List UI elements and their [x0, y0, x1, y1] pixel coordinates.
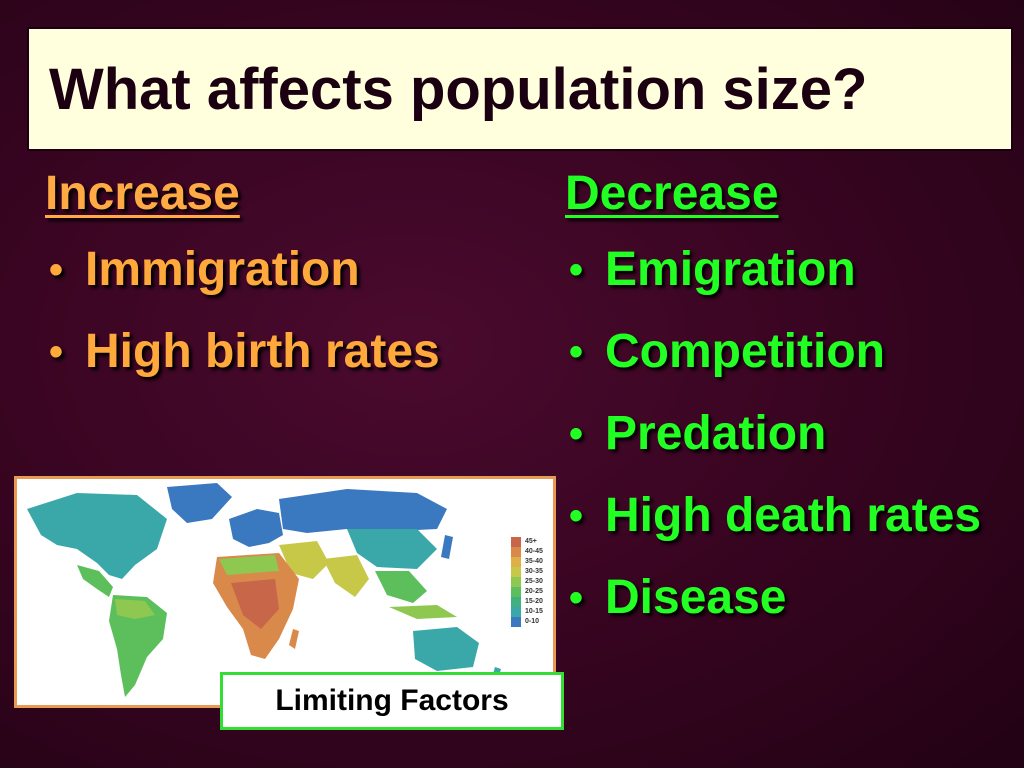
legend-swatch — [511, 617, 521, 627]
increase-heading: Increase — [45, 167, 240, 220]
legend-row: 15-20 — [511, 597, 543, 607]
decrease-list: • Emigration • Competition • Predation • Hig… — [565, 237, 1015, 631]
limiting-factors-label: Limiting Factors — [275, 684, 509, 717]
legend-label: 40-45 — [525, 548, 543, 555]
legend-row: 45+ — [511, 537, 543, 547]
bullet-icon: • — [569, 494, 584, 538]
map-region-greenland — [167, 483, 232, 523]
decrease-item-emigration: • Emigration — [565, 237, 1015, 303]
legend-label: 0-10 — [525, 618, 540, 625]
list-item-label: Competition — [605, 325, 885, 378]
legend-swatch — [511, 577, 521, 587]
increase-list: • Immigration • High birth rates — [45, 237, 515, 385]
limiting-factors-box: Limiting Factors — [220, 672, 564, 730]
legend-row: 0-10 — [511, 617, 543, 627]
legend-swatch — [511, 537, 521, 547]
map-region-southeast-asia — [375, 571, 427, 603]
list-item-label: Emigration — [605, 243, 856, 296]
list-item-label: High birth rates — [85, 325, 440, 378]
legend-row: 25-30 — [511, 577, 543, 587]
legend-swatch — [511, 597, 521, 607]
legend-row: 10-15 — [511, 607, 543, 617]
map-region-east-asia — [347, 529, 437, 569]
map-region-indonesia — [389, 605, 457, 619]
decrease-item-predation: • Predation — [565, 401, 1015, 467]
list-item-label: Predation — [605, 407, 827, 460]
increase-item-immigration: • Immigration — [45, 237, 515, 303]
map-region-south-asia — [323, 555, 369, 597]
decrease-item-competition: • Competition — [565, 319, 1015, 385]
legend-row: 40-45 — [511, 547, 543, 557]
list-item-label: Immigration — [85, 243, 360, 296]
legend-label: 10-15 — [525, 608, 543, 615]
map-region-australia — [413, 627, 479, 671]
world-map-image — [27, 483, 501, 697]
map-region-north-america — [27, 493, 167, 579]
list-item-label: High death rates — [605, 489, 982, 542]
legend-label: 25-30 — [525, 578, 543, 585]
bullet-icon: • — [569, 412, 584, 456]
bullet-icon: • — [569, 330, 584, 374]
legend-row: 20-25 — [511, 587, 543, 597]
map-region-africa-north — [219, 555, 279, 575]
map-region-russia — [279, 489, 447, 533]
bullet-icon: • — [569, 248, 584, 292]
legend-label: 30-35 — [525, 568, 543, 575]
map-region-madagascar — [289, 629, 299, 649]
bullet-icon: • — [49, 330, 64, 374]
world-population-map: 45+ 40-45 35-40 30-35 25-30 20-25 15-20 … — [14, 476, 556, 708]
legend-label: 15-20 — [525, 598, 543, 605]
slide-title: What affects population size? — [49, 57, 868, 122]
map-region-europe — [229, 509, 283, 547]
legend-swatch — [511, 587, 521, 597]
map-region-south-america-north — [115, 599, 155, 619]
bullet-icon: • — [49, 248, 64, 292]
map-region-africa-central — [231, 579, 279, 629]
decrease-heading: Decrease — [565, 167, 779, 220]
title-box: What affects population size? — [27, 27, 1013, 151]
map-legend: 45+ 40-45 35-40 30-35 25-30 20-25 15-20 … — [511, 537, 543, 627]
map-region-central-america — [77, 565, 113, 597]
legend-swatch — [511, 547, 521, 557]
increase-item-high-birth-rates: • High birth rates — [45, 319, 515, 385]
decrease-column: Decrease • Emigration • Competition • Preda… — [565, 163, 1015, 647]
legend-label: 20-25 — [525, 588, 543, 595]
legend-swatch — [511, 557, 521, 567]
legend-swatch — [511, 607, 521, 617]
bullet-icon: • — [569, 576, 584, 620]
list-item-label: Disease — [605, 571, 787, 624]
legend-label: 45+ — [525, 538, 537, 545]
legend-swatch — [511, 567, 521, 577]
legend-row: 30-35 — [511, 567, 543, 577]
increase-column: Increase • Immigration • High birth rates — [45, 163, 515, 401]
legend-row: 35-40 — [511, 557, 543, 567]
decrease-item-high-death-rates: • High death rates — [565, 483, 1015, 549]
map-region-japan — [441, 535, 453, 559]
decrease-item-disease: • Disease — [565, 565, 1015, 631]
legend-label: 35-40 — [525, 558, 543, 565]
map-region-south-america — [109, 595, 167, 697]
